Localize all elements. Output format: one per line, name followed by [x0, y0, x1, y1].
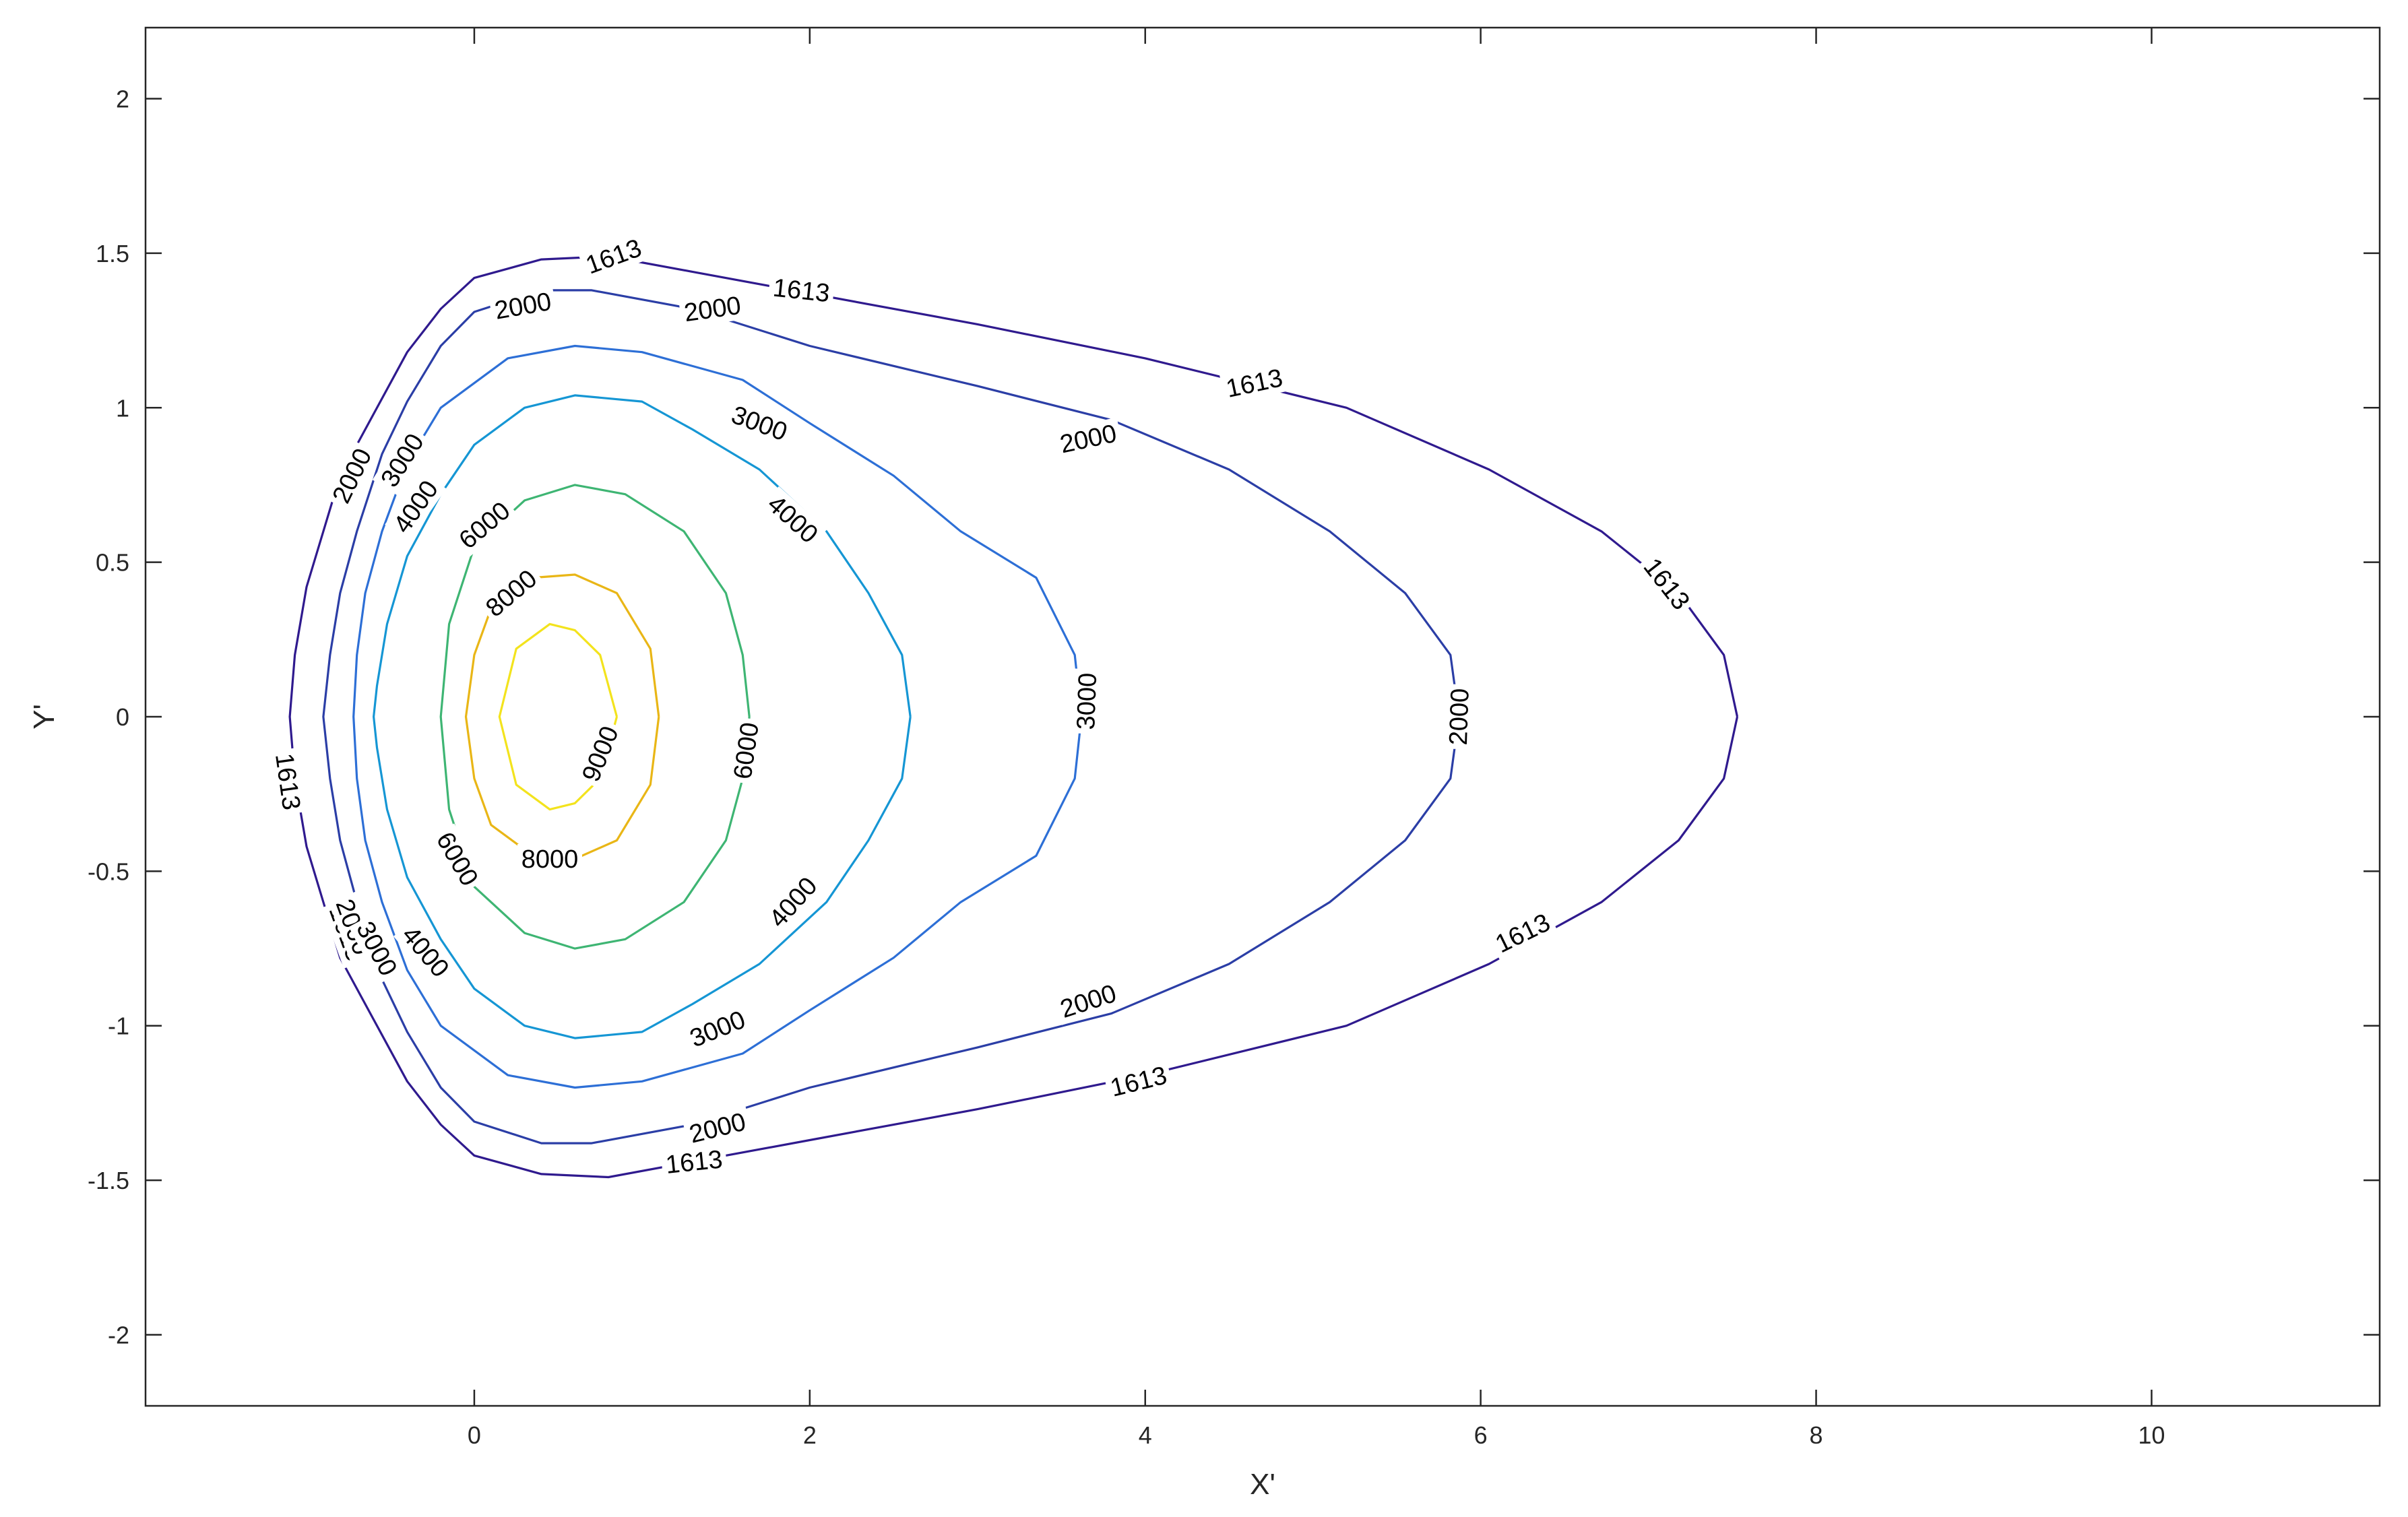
- contour-label-gap: [724, 398, 795, 449]
- contour-line-2000: [322, 289, 1460, 1144]
- contour-label-gap: [760, 868, 826, 936]
- y-tick-label: 0.5: [96, 549, 129, 577]
- contour-label-gap: [574, 718, 627, 789]
- contour-line-6000: [439, 484, 751, 950]
- contour-label-text: 8000: [521, 845, 579, 874]
- contour-label-9000: 9000: [574, 718, 627, 789]
- contour-label-1613: 1613: [269, 747, 308, 816]
- x-axis-label: X': [1250, 1468, 1275, 1501]
- contour-label-gap: [726, 716, 765, 785]
- contour-label-gap: [1070, 668, 1103, 734]
- contour-label-gap: [759, 486, 827, 552]
- contour-label-text: 2000: [1445, 688, 1475, 746]
- y-tick-label: 1: [116, 394, 129, 422]
- contour-label-gap: [682, 1002, 753, 1055]
- contour-label-gap: [393, 917, 458, 986]
- contour-label-gap: [476, 560, 546, 626]
- contour-label-3000: 3000: [1070, 668, 1103, 734]
- y-tick-label: -2: [108, 1321, 129, 1349]
- contour-label-8000: 8000: [517, 844, 582, 874]
- contour-label-text: 2000: [493, 288, 554, 325]
- contour-label-6000: 6000: [726, 716, 765, 785]
- contour-label-2000: 2000: [1443, 684, 1475, 750]
- x-tick-label: 2: [803, 1421, 817, 1449]
- y-tick-label: 0: [116, 703, 129, 731]
- contour-label-gap: [385, 472, 447, 542]
- contour-label-gap: [517, 844, 582, 874]
- x-axis-ticks: 0 2 4 6 8 10: [468, 28, 2165, 1449]
- x-tick-label: 4: [1139, 1421, 1152, 1449]
- contour-label-gap: [683, 1105, 753, 1151]
- contour-label-text: 2000: [327, 444, 378, 507]
- axes-box: [144, 26, 2381, 1407]
- x-tick-label: 10: [2138, 1421, 2165, 1449]
- contour-label-text: 1613: [664, 1145, 724, 1180]
- contour-label-1613: 1613: [1219, 362, 1290, 405]
- contour-label-gap: [372, 424, 432, 496]
- contour-label-gap: [767, 272, 835, 309]
- contour-label-text: 1613: [1224, 364, 1285, 404]
- contour-label-text: 1613: [1491, 909, 1554, 959]
- contour-label-2000: 2000: [678, 290, 747, 328]
- x-tick-label: 0: [468, 1421, 481, 1449]
- contour-label-gap: [1487, 905, 1558, 961]
- contour-label-text: 2000: [687, 1107, 749, 1149]
- contour-label-2000: 2000: [488, 285, 558, 326]
- contour-label-gap: [1219, 362, 1290, 405]
- contour-label-gap: [678, 290, 747, 328]
- contour-lines: [288, 255, 1739, 1179]
- contour-label-6000: 6000: [428, 823, 487, 895]
- contour-label-gap: [1443, 684, 1475, 750]
- contour-label-text: 2000: [1058, 420, 1119, 459]
- contour-label-1613: 1613: [660, 1143, 728, 1180]
- contour-line-1613: [288, 255, 1739, 1179]
- contour-label-text: 1613: [771, 274, 831, 309]
- y-tick-label: 2: [116, 86, 129, 113]
- contour-line-3000: [352, 344, 1083, 1089]
- x-tick-label: 6: [1474, 1421, 1488, 1449]
- y-tick-label: 1.5: [96, 240, 129, 267]
- contour-label-gap: [269, 747, 308, 816]
- contour-line-4000: [373, 394, 912, 1039]
- contour-label-1613: 1613: [1103, 1059, 1174, 1104]
- contour-label-gap: [449, 492, 519, 558]
- y-axis-label: Y': [28, 704, 61, 730]
- contour-label-1613: 1613: [767, 272, 835, 309]
- contour-label-text: 3000: [1072, 672, 1102, 730]
- contour-label-gap: [1635, 549, 1699, 619]
- contour-label-gap: [1053, 417, 1123, 460]
- x-tick-label: 8: [1810, 1421, 1823, 1449]
- contour-label-gap: [488, 285, 558, 326]
- contour-label-1613: 1613: [577, 231, 649, 282]
- y-tick-label: -1: [108, 1012, 129, 1040]
- contour-label-text: 1613: [1108, 1062, 1170, 1103]
- contour-label-8000: 8000: [476, 560, 546, 626]
- contour-label-gap: [1052, 977, 1124, 1025]
- contour-label-2000: 2000: [683, 1105, 753, 1151]
- contour-label-gap: [1103, 1059, 1174, 1104]
- contour-label-4000: 4000: [759, 486, 827, 552]
- contour-label-2000: 2000: [1053, 417, 1123, 460]
- contour-label-4000: 4000: [760, 868, 826, 936]
- contour-line-9000: [498, 622, 619, 811]
- y-tick-label: -0.5: [88, 858, 129, 885]
- axes-frame: [144, 26, 2381, 1407]
- contour-label-6000: 6000: [449, 492, 519, 558]
- contour-line-8000: [464, 573, 660, 860]
- contour-label-2000: 2000: [1052, 977, 1124, 1025]
- contour-label-1613: 1613: [1487, 905, 1558, 961]
- contour-label-gap: [348, 913, 406, 984]
- y-axis-ticks: -2 -1.5 -1 -0.5 0 0.5 1 1.5 2: [88, 86, 2380, 1349]
- contour-label-gap: [660, 1143, 728, 1180]
- contour-label-2000: 2000: [324, 440, 380, 511]
- contour-label-3000: 3000: [682, 1002, 753, 1055]
- y-tick-label: -1.5: [88, 1167, 129, 1194]
- contour-labels: 1613161316131613161316131613161316132000…: [269, 231, 1699, 1180]
- contour-label-gap: [324, 440, 380, 511]
- contour-label-gap: [577, 231, 649, 282]
- contour-label-gap: [428, 823, 487, 895]
